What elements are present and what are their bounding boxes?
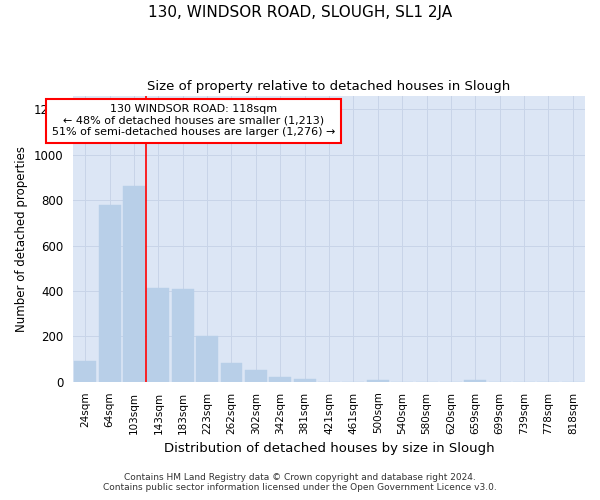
Bar <box>123 186 145 382</box>
Bar <box>464 380 486 382</box>
Bar <box>74 362 96 382</box>
X-axis label: Distribution of detached houses by size in Slough: Distribution of detached houses by size … <box>164 442 494 455</box>
Title: Size of property relative to detached houses in Slough: Size of property relative to detached ho… <box>148 80 511 93</box>
Bar <box>172 288 194 382</box>
Bar <box>148 288 169 382</box>
Bar <box>269 378 291 382</box>
Text: 130 WINDSOR ROAD: 118sqm
← 48% of detached houses are smaller (1,213)
51% of sem: 130 WINDSOR ROAD: 118sqm ← 48% of detach… <box>52 104 335 138</box>
Bar <box>367 380 389 382</box>
Bar <box>196 336 218 382</box>
Bar <box>98 204 121 382</box>
Text: Contains HM Land Registry data © Crown copyright and database right 2024.
Contai: Contains HM Land Registry data © Crown c… <box>103 473 497 492</box>
Y-axis label: Number of detached properties: Number of detached properties <box>15 146 28 332</box>
Text: 130, WINDSOR ROAD, SLOUGH, SL1 2JA: 130, WINDSOR ROAD, SLOUGH, SL1 2JA <box>148 5 452 20</box>
Bar <box>293 378 316 382</box>
Bar <box>245 370 267 382</box>
Bar <box>221 362 242 382</box>
